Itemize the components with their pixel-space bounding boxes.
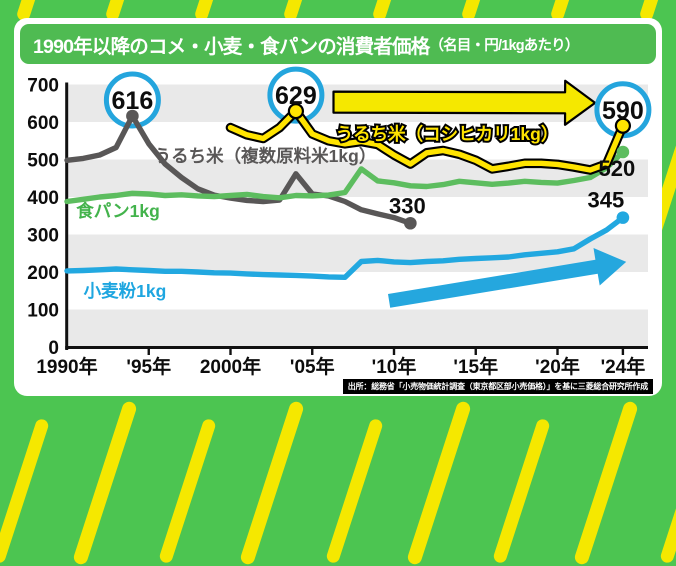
source-note: 出所：総務省「小売物価統計調査（東京都区部小売価格）」を基に三菱総合研究所作成 — [342, 379, 653, 394]
background-stripe — [0, 417, 50, 565]
page-title-note: （名目・円/1kgあたり） — [429, 37, 579, 54]
background-stripe — [72, 399, 138, 566]
page-title: 1990年以降のコメ・小麦・食パンの消費者価格 — [33, 35, 430, 58]
chart-card: 1990年以降のコメ・小麦・食パンの消費者価格 （名目・円/1kgあたり） 出所：… — [14, 18, 662, 396]
background-stripe — [325, 417, 384, 565]
background-stripe — [158, 417, 217, 565]
background-stripe — [239, 399, 305, 566]
background-stripe — [406, 399, 472, 566]
background-stripe — [659, 417, 676, 565]
background-stripe — [573, 399, 639, 566]
title-bar: 1990年以降のコメ・小麦・食パンの消費者価格 （名目・円/1kgあたり） — [20, 24, 656, 64]
background-stripe — [492, 417, 551, 565]
